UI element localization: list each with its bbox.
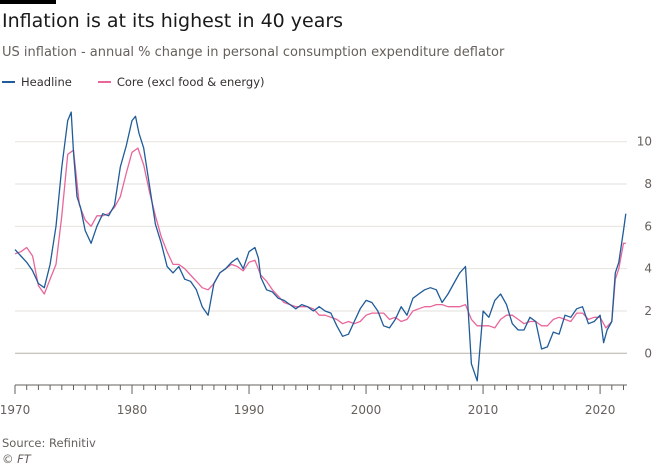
series-line-core: [14, 147, 626, 329]
legend-item-headline: Headline: [2, 75, 72, 89]
legend-swatch-core: [97, 81, 111, 83]
x-axis: [14, 384, 627, 394]
credit-note: © FT: [2, 452, 31, 466]
chart-title: Inflation is at its highest in 40 years: [2, 10, 344, 32]
y-tick-label-4: 4: [644, 262, 652, 276]
x-tick-label-1970: 1970: [0, 403, 30, 417]
series-lines: [14, 111, 627, 382]
y-tick-label-2: 2: [644, 304, 652, 318]
chart-subtitle: US inflation - annual % change in person…: [2, 45, 505, 60]
grid-lines: [15, 141, 627, 354]
legend-label-core: Core (excl food & energy): [116, 75, 265, 89]
x-tick-label-2010: 2010: [468, 403, 499, 417]
x-tick-label-1990: 1990: [234, 403, 265, 417]
y-tick-label-6: 6: [644, 219, 652, 233]
x-tick-label-2000: 2000: [351, 403, 382, 417]
x-tick-label-2020: 2020: [585, 403, 616, 417]
y-tick-label-10: 10: [637, 135, 652, 149]
brand-accent-bar: [0, 0, 56, 4]
x-tick-label-1980: 1980: [117, 403, 148, 417]
legend-label-headline: Headline: [21, 75, 72, 89]
series-line-headline: [14, 111, 627, 382]
chart-legend: Headline Core (excl food & energy): [2, 75, 291, 89]
y-tick-label-0: 0: [644, 346, 652, 360]
y-tick-label-8: 8: [644, 177, 652, 191]
legend-item-core: Core (excl food & energy): [97, 75, 265, 89]
source-note: Source: Refinitiv: [2, 436, 96, 450]
tick-labels: 0 2 4 6 8 10 1970 1980 1990 2000 2010 2020: [0, 135, 652, 417]
legend-swatch-headline: [2, 81, 15, 83]
